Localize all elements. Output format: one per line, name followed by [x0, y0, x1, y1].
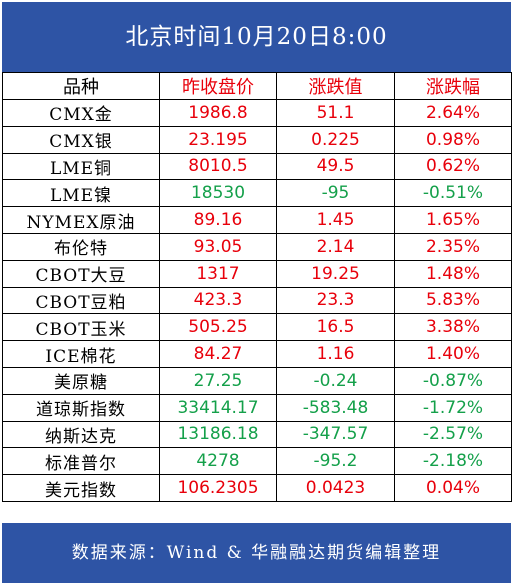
change-cell: 0.0423 [276, 474, 395, 502]
change-pct-cell: -1.72% [394, 393, 512, 422]
table-row: 美元指数 106.2305 0.0423 0.04% [2, 474, 512, 502]
table-row: CBOT豆粕 423.3 23.3 5.83% [2, 286, 512, 315]
prev-close-cell: 27.25 [159, 366, 277, 395]
change-pct-cell: -0.87% [394, 366, 512, 395]
prev-close-cell: 33414.17 [159, 393, 277, 422]
product-name-cell: LME铜 [2, 152, 160, 181]
table-row: CMX银 23.195 0.225 0.98% [2, 125, 512, 154]
change-cell: -583.48 [276, 393, 395, 422]
product-name-cell: CMX银 [2, 125, 160, 154]
change-pct-cell: 3.38% [394, 313, 512, 342]
table-row: LME铜 8010.5 49.5 0.62% [2, 152, 512, 181]
change-pct-cell: 1.40% [394, 340, 512, 368]
product-name-cell: 布伦特 [2, 232, 160, 261]
change-cell: 2.14 [276, 232, 395, 261]
change-cell: 49.5 [276, 152, 395, 181]
table-row: 美原糖 27.25 -0.24 -0.87% [2, 366, 512, 395]
product-name-cell: NYMEX原油 [2, 206, 160, 234]
change-pct-cell: 2.35% [394, 232, 512, 261]
prev-close-cell: 89.16 [159, 206, 277, 234]
table-row: 布伦特 93.05 2.14 2.35% [2, 232, 512, 261]
change-cell: -347.57 [276, 420, 395, 449]
change-cell: 23.3 [276, 286, 395, 315]
product-name-cell: 美原糖 [2, 366, 160, 395]
header-product: 品种 [2, 72, 160, 100]
product-name-cell: CBOT豆粕 [2, 286, 160, 315]
table-row: NYMEX原油 89.16 1.45 1.65% [2, 206, 512, 234]
prev-close-cell: 84.27 [159, 340, 277, 368]
table-row: 道琼斯指数 33414.17 -583.48 -1.72% [2, 393, 512, 422]
table-row: 标准普尔 4278 -95.2 -2.18% [2, 447, 512, 476]
change-cell: -95.2 [276, 447, 395, 476]
change-pct-cell: 1.65% [394, 206, 512, 234]
table-header-row: 品种 昨收盘价 涨跌值 涨跌幅 [2, 72, 512, 100]
change-cell: 1.45 [276, 206, 395, 234]
product-name-cell: 标准普尔 [2, 447, 160, 476]
product-name-cell: 纳斯达克 [2, 420, 160, 449]
prev-close-cell: 13186.18 [159, 420, 277, 449]
prev-close-cell: 93.05 [159, 232, 277, 261]
prev-close-cell: 8010.5 [159, 152, 277, 181]
prev-close-cell: 1986.8 [159, 99, 277, 127]
change-pct-cell: -2.57% [394, 420, 512, 449]
header-prev-close: 昨收盘价 [159, 72, 277, 100]
table-row: CMX金 1986.8 51.1 2.64% [2, 99, 512, 127]
product-name-cell: ICE棉花 [2, 340, 160, 368]
change-cell: -0.24 [276, 366, 395, 395]
table-row: ICE棉花 84.27 1.16 1.40% [2, 340, 512, 368]
prev-close-cell: 1317 [159, 259, 277, 288]
prev-close-cell: 4278 [159, 447, 277, 476]
change-cell: 51.1 [276, 99, 395, 127]
table-row: LME镍 18530 -95 -0.51% [2, 179, 512, 208]
product-name-cell: LME镍 [2, 179, 160, 208]
change-pct-cell: 2.64% [394, 99, 512, 127]
change-cell: -95 [276, 179, 395, 208]
prev-close-cell: 505.25 [159, 313, 277, 342]
prev-close-cell: 106.2305 [159, 474, 277, 502]
data-source-footer: 数据来源：Wind & 华融融达期货编辑整理 [71, 543, 442, 563]
header-change: 涨跌值 [276, 72, 395, 100]
change-pct-cell: 0.04% [394, 474, 512, 502]
change-cell: 1.16 [276, 340, 395, 368]
product-name-cell: CBOT大豆 [2, 259, 160, 288]
change-pct-cell: 0.62% [394, 152, 512, 181]
product-name-cell: CBOT玉米 [2, 313, 160, 342]
product-name-cell: CMX金 [2, 99, 160, 127]
change-pct-cell: -2.18% [394, 447, 512, 476]
product-name-cell: 美元指数 [2, 474, 160, 502]
prev-close-cell: 18530 [159, 179, 277, 208]
change-pct-cell: 0.98% [394, 125, 512, 154]
table-row: 纳斯达克 13186.18 -347.57 -2.57% [2, 420, 512, 449]
change-pct-cell: 1.48% [394, 259, 512, 288]
page-title: 北京时间10月20日8:00 [125, 24, 388, 50]
market-table-container: 品种 昨收盘价 涨跌值 涨跌幅 CMX金 1986.8 51.1 2.64% CMX银 2… [2, 72, 512, 523]
table-row: CBOT大豆 1317 19.25 1.48% [2, 259, 512, 288]
change-cell: 16.5 [276, 313, 395, 342]
table-row: CBOT玉米 505.25 16.5 3.38% [2, 313, 512, 342]
change-pct-cell: -0.51% [394, 179, 512, 208]
header-change-pct: 涨跌幅 [394, 72, 512, 100]
prev-close-cell: 23.195 [159, 125, 277, 154]
change-cell: 19.25 [276, 259, 395, 288]
market-table: 品种 昨收盘价 涨跌值 涨跌幅 CMX金 1986.8 51.1 2.64% CMX银 2… [2, 72, 512, 502]
product-name-cell: 道琼斯指数 [2, 393, 160, 422]
prev-close-cell: 423.3 [159, 286, 277, 315]
change-pct-cell: 5.83% [394, 286, 512, 315]
change-cell: 0.225 [276, 125, 395, 154]
